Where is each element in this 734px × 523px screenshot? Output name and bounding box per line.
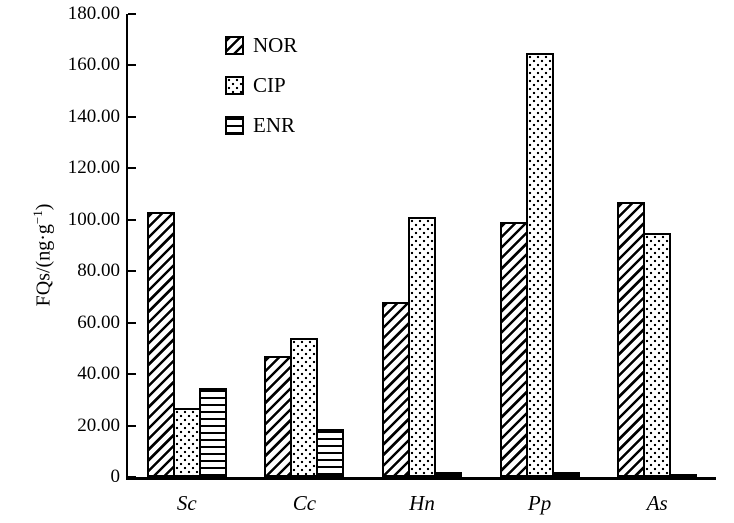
y-tick [128,424,136,427]
legend-swatch-nor-icon [225,36,244,55]
bar-cip-pp [526,53,554,477]
bar-cip-hn [408,217,436,477]
y-tick-label: 120.00 [67,157,120,179]
legend-label-cip: CIP [253,73,286,97]
legend-item-nor: NOR [225,32,297,59]
bar-nor-hn [382,302,410,477]
bar-nor-cc [264,356,292,477]
y-tick-label: 20.00 [77,414,120,436]
bar-enr-sc [199,388,227,477]
plot-frame [126,14,716,480]
bar-cip-cc [290,338,318,477]
bar-enr-hn [434,472,462,477]
bar-cip-sc [173,408,201,477]
x-category-label-cc: Cc [292,491,317,515]
y-tick [128,115,136,118]
x-category-label-pp: Pp [527,491,552,515]
y-tick-label: 40.00 [77,363,120,385]
legend-label-enr: ENR [253,113,295,137]
bar-nor-as [617,202,645,477]
y-tick [128,373,136,376]
y-tick-label: 100.00 [67,208,120,230]
bar-enr-as [669,474,697,478]
y-tick-label: 160.00 [67,54,120,76]
y-tick-label: 80.00 [77,260,120,282]
y-tick-label: 0 [110,466,121,487]
x-category-label-as: As [646,491,668,515]
y-tick [128,321,136,324]
x-category-label-sc: Sc [176,491,197,515]
legend-item-cip: CIP [225,72,297,99]
bar-nor-pp [500,222,528,477]
y-tick [128,167,136,170]
y-axis-title: FQs/(ng·g−1) [24,105,55,405]
bar-cip-as [643,233,671,477]
y-tick-label: 60.00 [77,311,120,333]
bar-enr-pp [552,472,580,477]
y-tick [128,13,136,15]
legend-swatch-enr-icon [225,116,244,135]
bar-nor-sc [147,212,175,477]
legend-item-enr: ENR [225,112,297,139]
legend-swatch-cip-icon [225,76,244,95]
y-tick [128,218,136,221]
y-tick [128,64,136,67]
legend: NOR CIP ENR [225,32,297,139]
bar-enr-cc [316,429,344,477]
y-tick-label: 140.00 [67,105,120,127]
legend-label-nor: NOR [253,33,298,57]
x-category-label-hn: Hn [409,491,435,515]
y-tick [128,270,136,273]
y-tick-label: 180.00 [67,3,120,24]
